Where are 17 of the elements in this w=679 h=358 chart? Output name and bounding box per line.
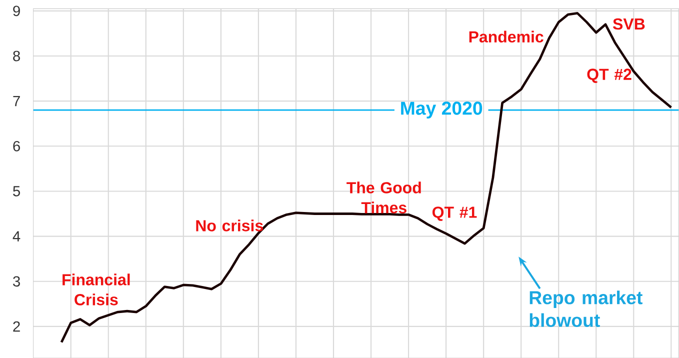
annotation: Pandemic [469,30,544,42]
y-tick-label: 7 [13,96,20,106]
annotation: SVB [612,18,645,30]
ref-line-label: May 2020 [401,102,482,119]
y-tick-label: 2 [13,321,20,332]
y-tick-label: 9 [13,6,20,16]
annotation: QT #1 [432,206,477,221]
annotation: The Good Times [346,182,421,214]
annotation: QT #2 [587,68,632,84]
annotation: No crisis [196,220,263,232]
y-tick-label: 4 [12,231,20,242]
y-tick-label: 3 [13,276,20,287]
annotation: Repo market blowout [530,290,642,327]
y-tick-label: 5 [13,186,20,196]
annotation: Financial Crisis [62,274,130,306]
y-tick-label: 8 [13,50,20,62]
y-tick-label: 6 [13,140,20,152]
